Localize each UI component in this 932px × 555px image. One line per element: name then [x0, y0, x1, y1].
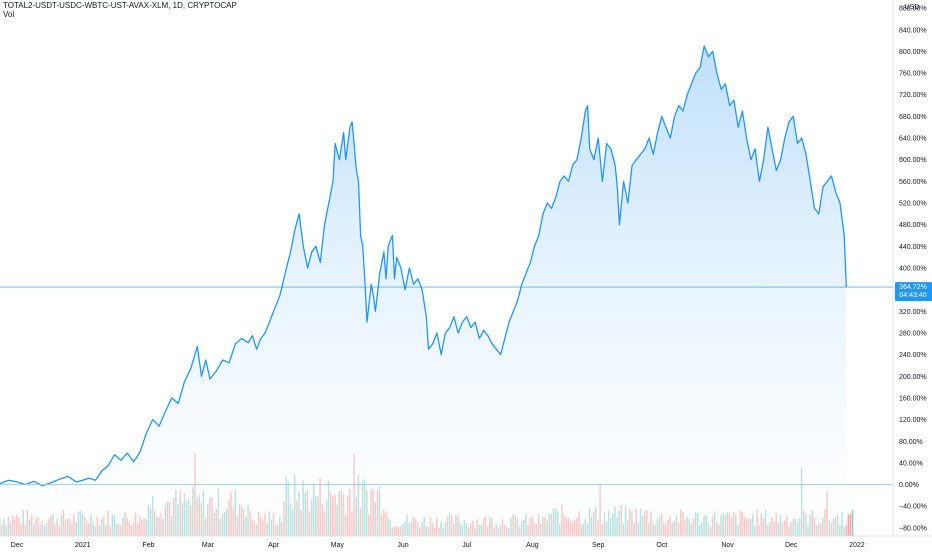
y-tick-label: 40.00% [899, 460, 923, 467]
y-tick-label: 600.00% [899, 157, 927, 164]
x-tick-label: Feb [142, 542, 154, 549]
volume-bar [849, 513, 852, 536]
y-tick-label: 320.00% [899, 309, 927, 316]
last-price-badge [895, 282, 932, 302]
x-tick-label: Apr [268, 542, 280, 549]
y-tick-label: 440.00% [899, 244, 927, 251]
y-tick-label: 240.00% [899, 352, 927, 359]
price-area [0, 46, 847, 536]
x-tick-label: Jun [397, 542, 408, 549]
y-tick-label: −80.00% [899, 525, 927, 532]
y-tick-label: 400.00% [899, 266, 927, 273]
x-tick-label: Oct [656, 542, 667, 549]
y-axis-unit: USD [905, 4, 920, 11]
y-tick-label: 160.00% [899, 395, 927, 402]
y-tick-label: 800.00% [899, 49, 927, 56]
y-tick-label: 80.00% [899, 439, 923, 446]
x-axis: Dec 2021 Feb Mar Apr May Jun Jul Aug Sep Oct Nov Dec… [11, 542, 865, 549]
y-tick-label: 200.00% [899, 374, 927, 381]
y-tick-label: 720.00% [899, 92, 927, 99]
symbol-title[interactable]: TOTAL2-USDT-USDC-WBTC-UST-AVAX-XLM, 1D, … [3, 1, 237, 10]
y-tick-label: 640.00% [899, 136, 927, 143]
y-tick-label: 880.00% [899, 6, 927, 13]
x-tick-label: Dec [785, 542, 798, 549]
last-price-label[interactable]: 364.72% 04:43:40 [895, 282, 932, 302]
y-axis: 880.00% 840.00% 800.00% 760.00% 720.00% 680.0… [899, 6, 927, 533]
y-tick-label: 520.00% [899, 201, 927, 208]
y-tick-label: 120.00% [899, 417, 927, 424]
x-tick-label: Aug [526, 542, 539, 549]
x-tick-label: Sep [592, 542, 605, 549]
y-tick-label: 480.00% [899, 222, 927, 229]
y-tick-label: 760.00% [899, 71, 927, 78]
last-price-value: 364.72% [899, 284, 927, 291]
volume-bar [847, 514, 850, 536]
y-tick-label: −40.00% [899, 504, 927, 511]
y-tick-label: 680.00% [899, 114, 927, 121]
last-price-countdown: 04:43:40 [899, 292, 926, 299]
y-tick-label: 840.00% [899, 27, 927, 34]
x-tick-label: May [331, 542, 345, 549]
x-tick-label: Dec [11, 542, 24, 549]
x-tick-label: Jul [462, 542, 471, 549]
y-tick-label: 0.00% [899, 482, 919, 489]
y-tick-label: 280.00% [899, 331, 927, 338]
price-line [0, 45, 847, 487]
volume-bar [851, 509, 854, 536]
y-tick-label: 560.00% [899, 179, 927, 186]
volume-label[interactable]: Vol [3, 10, 15, 19]
x-tick-label: 2021 [75, 542, 91, 549]
x-tick-label: Nov [721, 542, 734, 549]
x-tick-label: Mar [202, 542, 215, 549]
x-tick-label: 2022 [849, 542, 865, 549]
